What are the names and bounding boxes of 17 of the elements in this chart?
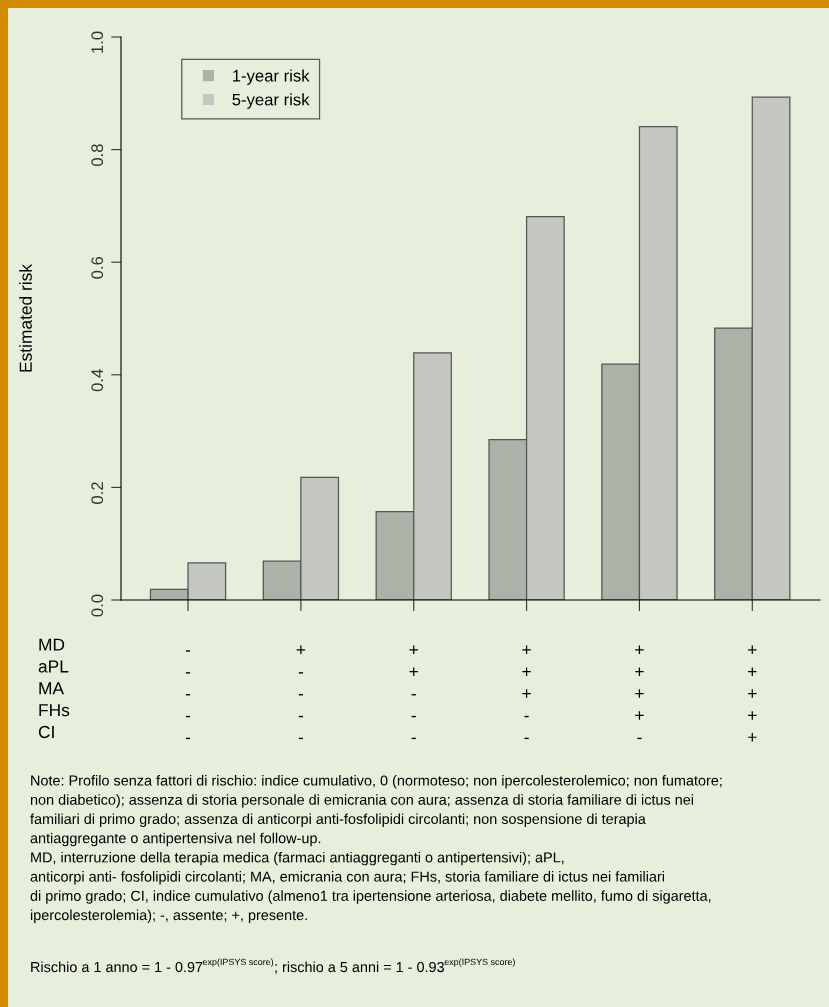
y-tick-label: 1.0 [91, 31, 104, 53]
text: Note: Profilo senza fattori di rischio: indice cumulativo, 0 (normoteso; non ipercolesterolemico; non fumatore; non diabetico); assenza di storia personale di emicrania con aura; assenza di storia familiare di ictus nei familiari di primo grado; assenza di anticorpi anti-fosfolipidi circolanti; non sospensione di terapia antiaggregante o antipertensiva nel follow-up. MD, interruzione della terapia medica (farmaci antiaggreganti o antipertensivi); aPL, anticorpi anti- fosfolipidi circolanti; MA, emicrania con aura; FHs, storia familiare di ictus nei familiari di primo grado; CI, indice cumulativo (almeno1 tra ipertensione arteriosa, diabete mellito, fumo di sigaretta, ipercolesterolemia); -, assente; +, presente. [30, 775, 722, 924]
y-tick-label: 0.4 [91, 369, 104, 392]
x-tick-label: + + + + + [748, 645, 757, 742]
y-tick-label: 0.6 [91, 256, 104, 279]
x-tick-label: + + + + - [635, 645, 644, 740]
text: MD aPL MA FHs CI [38, 638, 70, 739]
legend-label: 5-year risk [232, 93, 310, 109]
x-tick-label: + + - - - [409, 645, 418, 740]
y-axis-title: Estimated risk [19, 263, 32, 372]
x-tick-label: - - - - - [185, 650, 191, 740]
x-tick-label: + + + - - [522, 645, 531, 740]
y-tick-label: 0.8 [91, 144, 104, 167]
legend-label: 1-year risk [233, 69, 310, 85]
y-tick-label: 0.2 [91, 482, 104, 504]
x-tick-label: + - - - - [296, 645, 306, 740]
y-tick-label: 0.0 [91, 594, 104, 617]
